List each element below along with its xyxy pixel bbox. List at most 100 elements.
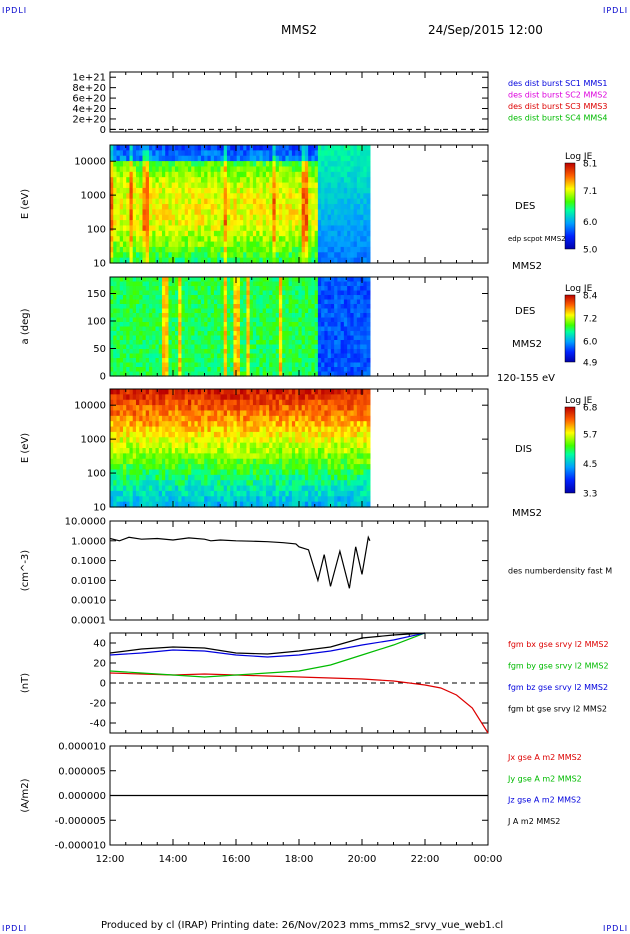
panel4-cell	[184, 405, 189, 412]
panel4-cell	[158, 421, 163, 428]
panel2-cell	[168, 225, 173, 232]
panel2-cell	[334, 257, 338, 264]
panel4-cell	[110, 415, 114, 422]
panel3-cell	[265, 299, 270, 305]
panel3-cell	[272, 371, 277, 377]
panel3-cell	[356, 317, 361, 323]
panel3-cell	[278, 295, 283, 301]
panel2-cell	[158, 252, 163, 259]
panel3-cell	[236, 281, 241, 287]
panel2-cell	[256, 230, 261, 237]
panel4-cell	[148, 496, 153, 503]
panel3-cell	[135, 362, 140, 368]
panel2-cell	[178, 145, 183, 151]
panel2-cell	[158, 161, 163, 168]
panel3-cell	[363, 331, 368, 337]
panel3-cell	[230, 304, 235, 310]
panel3-cell	[298, 317, 303, 323]
panel3-cell	[304, 367, 309, 373]
panel4-cell	[168, 496, 173, 503]
panel2-cell	[184, 150, 189, 157]
panel4-cell	[249, 394, 254, 401]
panel2-cell	[145, 145, 150, 151]
panel2-cell	[171, 230, 176, 237]
panel4-cell	[191, 453, 196, 460]
panel4-cell	[148, 421, 153, 428]
panel2-cell	[301, 257, 306, 264]
panel2-cell	[360, 252, 364, 259]
panel4-cell	[187, 431, 192, 438]
panel4-cell	[236, 501, 241, 508]
panel4-cell	[119, 405, 124, 412]
panel4-cell	[256, 431, 261, 438]
panel2-cell	[353, 193, 358, 200]
panel3-cell	[275, 290, 280, 296]
panel3-cell	[152, 367, 157, 373]
panel3-cell	[252, 344, 257, 350]
panel3-cell	[298, 290, 303, 296]
panel3-cell	[233, 344, 238, 350]
panel2-cell	[343, 220, 348, 227]
panel4-cell	[262, 415, 267, 422]
panel3-cell	[184, 286, 189, 292]
panel2-cell	[187, 161, 192, 168]
panel3-cell	[311, 304, 316, 310]
panel4-cell	[217, 458, 222, 465]
corner-logo-bl: IPDLI	[2, 924, 28, 933]
panel3-cell	[291, 308, 296, 314]
panel4-cell	[204, 389, 209, 395]
panel3-cell	[129, 322, 134, 328]
panel2-cell	[165, 155, 170, 162]
panel3-cell	[249, 290, 254, 296]
panel2-cell	[353, 214, 358, 221]
panel2-cell	[327, 220, 332, 227]
panel4-cell	[161, 485, 166, 492]
panel3-cell	[295, 362, 300, 368]
panel3-cell	[308, 286, 312, 292]
panel3-cell	[200, 322, 205, 328]
panel2-cell	[327, 257, 332, 264]
panel2-cell	[262, 257, 267, 264]
panel3-cell	[155, 290, 160, 296]
panel2-cell	[360, 198, 364, 205]
panel3-cell	[272, 326, 277, 332]
panel2-cell	[132, 182, 137, 189]
panel4-cell	[168, 485, 173, 492]
panel4-cell	[161, 469, 166, 476]
panel2-cell	[132, 252, 137, 259]
panel2-cell	[200, 171, 205, 178]
panel2-cell	[311, 257, 316, 264]
panel3-cell	[191, 371, 196, 377]
panel3-cell	[360, 322, 364, 328]
panel3-cell	[207, 299, 212, 305]
panel3-cell	[132, 358, 137, 364]
panel3-cell	[353, 353, 358, 359]
panel2-cell	[239, 252, 244, 259]
panel2-cell	[285, 246, 290, 253]
panel4-cell	[171, 415, 176, 422]
panel3-cell	[210, 299, 215, 305]
panel3-cell	[178, 344, 183, 350]
panel4-cell	[291, 474, 296, 481]
panel2-cell	[282, 177, 287, 184]
panel3-cell	[304, 313, 309, 319]
panel4-cell	[148, 389, 153, 395]
panel2-cell	[265, 150, 270, 157]
panel3-cell	[116, 313, 121, 319]
panel3-cell	[230, 349, 235, 355]
panel4-cell	[223, 501, 228, 508]
panel3-cell	[217, 362, 222, 368]
panel4-cell	[285, 448, 290, 454]
panel2-cell	[152, 177, 157, 184]
panel3-cell	[110, 295, 114, 301]
panel3-cell	[217, 313, 222, 319]
panel2-cell	[217, 161, 222, 168]
panel3-cell	[285, 367, 290, 373]
panel2-cell	[324, 193, 329, 200]
panel3-cell	[184, 299, 189, 305]
panel4-cell	[217, 464, 222, 471]
panel3-cell	[139, 349, 144, 355]
panel3-cell	[278, 308, 283, 314]
panel3-cell	[288, 313, 293, 319]
